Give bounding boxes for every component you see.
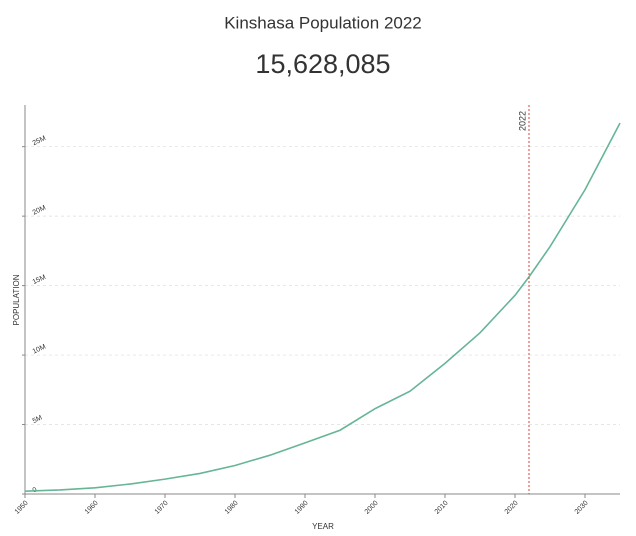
y-tick-label: 20M — [32, 204, 47, 216]
x-tick-label: 2020 — [504, 500, 520, 516]
population-line — [24, 122, 621, 492]
x-tick-label: 1980 — [224, 500, 240, 516]
x-tick-label: 1970 — [154, 500, 170, 516]
x-axis-label: YEAR — [312, 522, 334, 531]
y-tick-label: 25M — [32, 135, 47, 147]
x-tick-label: 2000 — [364, 500, 380, 516]
x-tick-label: 1990 — [294, 500, 310, 516]
y-axis-label: POPULATION — [12, 274, 21, 325]
population-value: 15,628,085 — [255, 49, 390, 79]
y-tick-label: 5M — [32, 414, 44, 425]
x-tick-label: 2010 — [434, 500, 450, 516]
x-tick-label: 2030 — [574, 500, 590, 516]
chart-title: Kinshasa Population 2022 — [224, 13, 422, 32]
highlight-label: 2022 — [517, 111, 527, 131]
x-tick-label: 1960 — [84, 500, 100, 516]
y-tick-label: 15M — [32, 274, 47, 286]
x-tick-label: 1950 — [14, 500, 30, 516]
y-tick-label: 10M — [32, 343, 47, 355]
